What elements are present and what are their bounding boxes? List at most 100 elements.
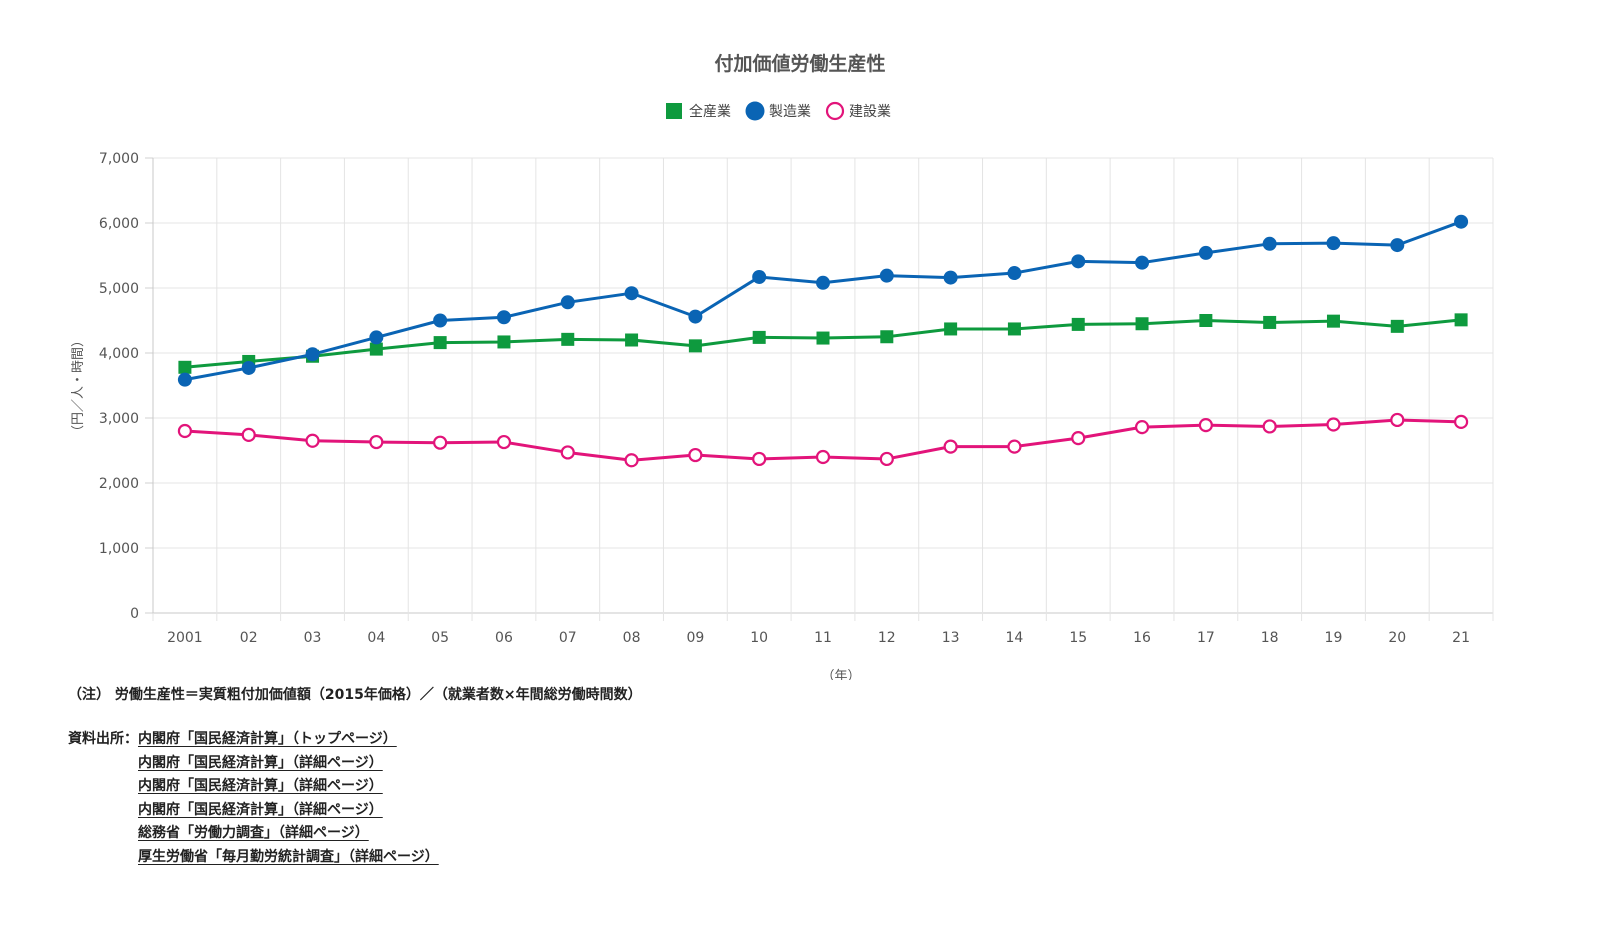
data-point [688, 339, 702, 353]
data-point [1390, 412, 1405, 428]
data-point [625, 333, 639, 347]
x-tick-label: 14 [1006, 630, 1024, 646]
data-point [369, 342, 383, 356]
x-tick-label: 19 [1325, 630, 1343, 646]
chart-grid [152, 157, 1494, 621]
source-link-cabinet-detail-2[interactable]: 内閣府「国民経済計算」（詳細ページ） [138, 778, 383, 794]
x-tick-label: 18 [1261, 630, 1279, 646]
data-point [497, 335, 511, 349]
source-link-monthly-labour-survey[interactable]: 厚生労働省「毎月勤労統計調査」（詳細ページ） [138, 848, 439, 865]
x-tick-label: 08 [623, 630, 641, 646]
data-point [241, 360, 256, 375]
data-point [1007, 439, 1022, 454]
data-point [369, 330, 384, 345]
line-chart: 付加価値労働生産性 全産業 製造業 建設業 0 1,000 2,000 3,000 4,00… [71, 52, 1494, 680]
data-point [1007, 266, 1022, 281]
sources-label: 資料出所： [68, 731, 138, 747]
legend-swatch-circle [745, 101, 765, 121]
chart-series [177, 214, 1469, 468]
data-point [178, 360, 192, 374]
x-tick-label: 07 [559, 630, 577, 646]
x-tick-label: 05 [431, 630, 449, 646]
legend-swatch-square [666, 103, 682, 119]
data-point [1071, 254, 1086, 269]
data-point [1262, 236, 1277, 251]
data-point [752, 269, 767, 284]
x-tick-label: 15 [1069, 630, 1087, 646]
data-point [880, 330, 894, 344]
y-tick-label: 5,000 [99, 281, 139, 297]
x-tick-label: 11 [814, 630, 832, 646]
chart-axes: 0 1,000 2,000 3,000 4,000 5,000 6,000 7,000 2001… [99, 151, 1470, 646]
source-link-cabinet-top[interactable]: 内閣府「国民経済計算」（トップページ） [138, 731, 397, 747]
data-point [1071, 317, 1085, 331]
x-tick-label: 16 [1133, 630, 1151, 646]
data-point [496, 310, 511, 325]
x-tick-label: 06 [495, 630, 513, 646]
data-point [561, 332, 575, 346]
data-point [944, 322, 958, 336]
data-point [688, 309, 703, 324]
data-point [1198, 245, 1213, 260]
data-point [1135, 255, 1150, 270]
data-point [305, 433, 320, 448]
data-point [1135, 317, 1149, 331]
x-tick-label: 02 [240, 630, 258, 646]
x-tick-label: 17 [1197, 630, 1215, 646]
data-point [1007, 322, 1021, 336]
data-point [943, 270, 958, 285]
data-point [1263, 315, 1277, 329]
data-point [1199, 314, 1213, 327]
y-axis-label: （円／人・時間） [71, 334, 86, 438]
sources-block: 資料出所： 内閣府「国民経済計算」（トップページ） 内閣府「国民経済計算」（詳細… [68, 728, 439, 869]
legend-swatch-open-circle [825, 101, 845, 121]
x-tick-label: 03 [304, 630, 322, 646]
source-link-cabinet-detail-3[interactable]: 内閣府「国民経済計算」（詳細ページ） [138, 801, 383, 818]
data-point [1326, 417, 1341, 432]
data-point [1453, 414, 1469, 429]
data-point [1071, 431, 1086, 446]
x-axis-label: （年） [821, 669, 860, 680]
data-point [560, 295, 575, 310]
data-point [433, 435, 448, 450]
data-point [177, 372, 192, 387]
sources-list: 内閣府「国民経済計算」（トップページ） 内閣府「国民経済計算」（詳細ページ） 内… [138, 728, 439, 869]
chart-title: 付加価値労働生産性 [714, 52, 885, 75]
data-point [560, 445, 575, 460]
y-tick-label: 0 [130, 606, 139, 622]
x-tick-label: 13 [942, 630, 960, 646]
data-point [1454, 214, 1469, 229]
data-point [879, 268, 894, 283]
legend-label: 建設業 [849, 104, 891, 120]
data-point [177, 423, 193, 439]
data-point [816, 275, 830, 290]
data-point [496, 434, 512, 450]
x-tick-label: 2001 [167, 630, 203, 646]
data-point [1326, 314, 1340, 328]
chart-legend: 全産業 製造業 建設業 [666, 101, 891, 121]
data-point [752, 330, 766, 344]
y-tick-label: 6,000 [99, 216, 139, 232]
data-point [1198, 418, 1213, 433]
data-point [241, 427, 256, 442]
y-tick-label: 7,000 [99, 151, 139, 167]
x-tick-label: 20 [1388, 630, 1406, 646]
source-link-cabinet-detail-1[interactable]: 内閣府「国民経済計算」（詳細ページ） [138, 754, 383, 771]
data-point [1326, 236, 1341, 251]
data-point [624, 286, 639, 301]
data-point [624, 453, 639, 468]
data-point [1390, 238, 1405, 253]
y-tick-label: 4,000 [99, 346, 139, 362]
data-point [1390, 319, 1404, 333]
data-point [815, 449, 831, 465]
data-point [816, 331, 830, 345]
y-tick-label: 1,000 [99, 541, 139, 557]
source-link-labour-force-survey[interactable]: 総務省「労働力調査」（詳細ページ） [138, 825, 369, 841]
data-point [1454, 313, 1468, 327]
data-point [433, 336, 447, 350]
y-tick-label: 3,000 [99, 411, 139, 427]
x-tick-label: 10 [750, 630, 768, 646]
x-tick-label: 21 [1452, 630, 1470, 646]
x-tick-label: 04 [367, 630, 385, 646]
data-point [688, 447, 703, 463]
